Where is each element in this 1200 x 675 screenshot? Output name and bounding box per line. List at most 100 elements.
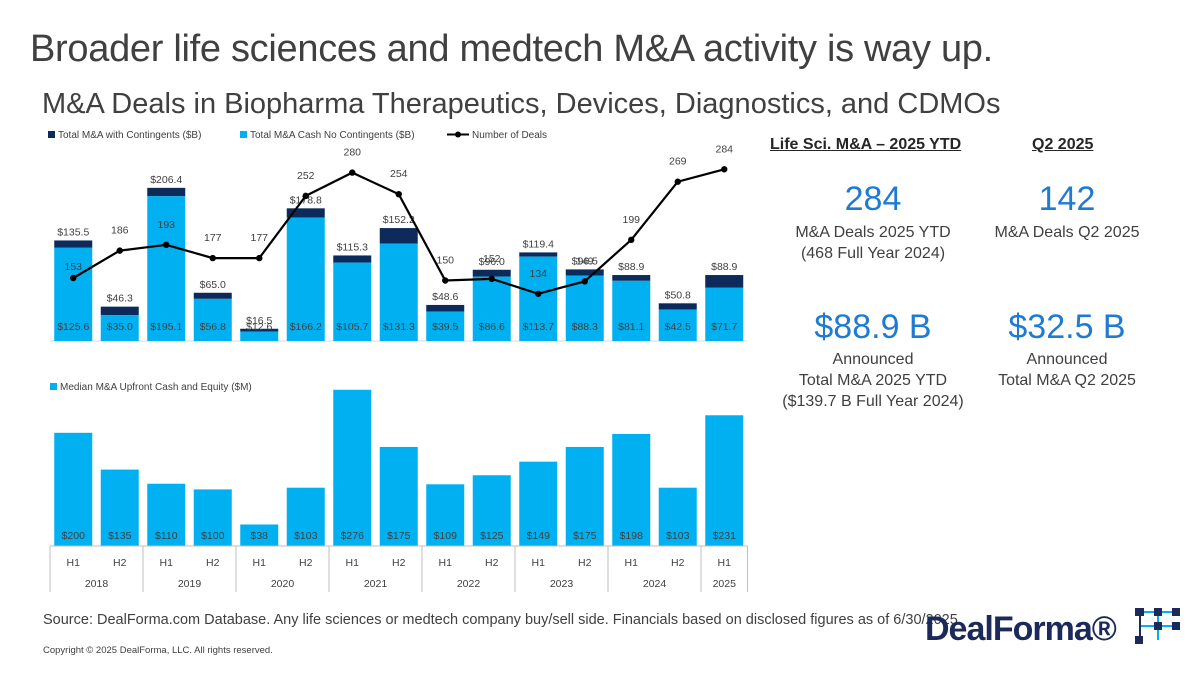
q2-value-desc-line2: Total M&A Q2 2025 — [998, 372, 1136, 389]
ytd-value-desc-line3: ($139.7 B Full Year 2024) — [782, 393, 964, 410]
bar-median-8 — [426, 484, 465, 546]
label-cash-1: $35.0 — [107, 321, 133, 333]
label-median-0: $200 — [62, 530, 86, 542]
label-total-2: $206.4 — [150, 174, 182, 186]
half-label-10: H1 — [532, 557, 546, 569]
half-label-7: H2 — [392, 557, 406, 569]
deals-label-13: 269 — [669, 156, 687, 168]
bar-contingent-9 — [472, 269, 511, 277]
year-label-6: 2024 — [643, 578, 667, 590]
year-label-1: 2019 — [178, 578, 202, 590]
label-cash-8: $39.5 — [432, 321, 458, 333]
label-total-7: $152.2 — [383, 214, 415, 226]
label-total-9: $96.0 — [479, 256, 505, 268]
half-label-14: H1 — [718, 557, 732, 569]
bar-median-10 — [519, 461, 558, 546]
label-cash-0: $125.6 — [57, 321, 89, 333]
deals-point-12 — [628, 236, 635, 244]
label-median-13: $103 — [666, 530, 690, 542]
half-label-13: H2 — [671, 557, 685, 569]
half-label-5: H2 — [299, 557, 313, 569]
label-cash-3: $56.8 — [200, 321, 226, 333]
half-label-8: H1 — [439, 557, 453, 569]
deals-label-0: 153 — [64, 261, 82, 273]
deals-label-7: 254 — [390, 168, 408, 180]
label-cash-4: $12.6 — [246, 321, 272, 333]
label-total-6: $115.3 — [337, 241, 368, 253]
bar-cash-9 — [472, 276, 511, 341]
bar-cash-8 — [426, 311, 465, 341]
deals-point-10 — [535, 290, 542, 297]
label-total-4: $16.5 — [246, 315, 272, 327]
label-median-7: $175 — [387, 530, 411, 542]
bar-cash-4 — [240, 331, 279, 341]
bar-cash-10 — [519, 256, 558, 341]
label-total-10: $119.4 — [523, 238, 554, 250]
bar-median-4 — [240, 524, 279, 546]
deals-label-6: 280 — [343, 147, 361, 159]
label-median-9: $125 — [480, 530, 504, 542]
deals-label-2: 193 — [157, 219, 175, 231]
bar-cash-3 — [193, 298, 232, 341]
bar-contingent-1 — [100, 306, 139, 316]
bar-median-11 — [565, 446, 604, 546]
deals-point-2 — [163, 241, 170, 249]
page-subtitle: M&A Deals in Biopharma Therapeutics, Dev… — [42, 88, 1001, 120]
legend-swatch-1 — [240, 131, 247, 138]
year-label-7: 2025 — [713, 578, 737, 590]
bar-contingent-6 — [333, 255, 372, 263]
label-total-12: $88.9 — [618, 261, 644, 273]
label-cash-6: $105.7 — [336, 321, 368, 333]
bar-contingent-2 — [147, 187, 186, 197]
ytd-deals-desc: M&A Deals 2025 YTD (468 Full Year 2024) — [763, 222, 983, 264]
bar-median-5 — [286, 487, 325, 546]
deals-point-5 — [302, 192, 309, 200]
half-label-12: H1 — [625, 557, 639, 569]
bar-contingent-3 — [193, 292, 232, 299]
year-label-5: 2023 — [550, 578, 574, 590]
deals-point-13 — [674, 178, 681, 185]
q2-value: $32.5 B — [1008, 308, 1126, 346]
bar-cash-2 — [147, 196, 186, 341]
legend-median-swatch — [50, 383, 57, 390]
bar-contingent-11 — [565, 269, 604, 276]
bar-contingent-14 — [705, 275, 744, 288]
bar-median-0 — [54, 432, 93, 546]
label-cash-10: $113.7 — [523, 321, 554, 333]
label-median-2: $110 — [155, 530, 178, 542]
deals-label-11: 149 — [576, 255, 594, 267]
legend-marker-2 — [455, 131, 461, 138]
label-total-3: $65.0 — [200, 279, 226, 291]
deals-label-10: 134 — [529, 268, 547, 280]
bar-median-3 — [193, 489, 232, 546]
ytd-deals-desc-line1: M&A Deals 2025 YTD — [795, 224, 951, 241]
label-median-14: $231 — [713, 530, 737, 542]
deals-label-3: 177 — [204, 232, 222, 244]
year-label-3: 2021 — [364, 578, 388, 590]
q2-deals-desc-line1: M&A Deals Q2 2025 — [994, 224, 1140, 241]
q2-deals-value: 142 — [1038, 180, 1096, 218]
bar-median-14 — [705, 415, 744, 546]
deals-label-5: 252 — [297, 170, 315, 182]
bar-contingent-5 — [286, 208, 325, 218]
label-cash-9: $86.6 — [479, 321, 505, 333]
label-median-10: $149 — [527, 530, 551, 542]
bar-contingent-7 — [379, 228, 418, 244]
deals-point-6 — [349, 169, 356, 176]
legend-swatch-0 — [48, 131, 55, 138]
label-cash-14: $71.7 — [711, 321, 737, 333]
half-label-0: H1 — [67, 557, 81, 569]
ytd-value-desc-line2: Total M&A 2025 YTD — [798, 372, 948, 389]
deals-point-0 — [70, 274, 77, 282]
legend-label-0: Total M&A with Contingents ($B) — [58, 130, 201, 141]
bar-contingent-0 — [54, 240, 93, 248]
deals-label-1: 186 — [111, 225, 129, 237]
bar-contingent-4 — [240, 328, 279, 332]
bar-median-13 — [658, 487, 697, 546]
half-label-1: H2 — [113, 557, 127, 569]
bar-cash-1 — [100, 315, 139, 341]
half-label-2: H1 — [160, 557, 174, 569]
label-total-5: $178.8 — [290, 194, 322, 206]
label-cash-13: $42.5 — [665, 321, 691, 333]
ytd-header: Life Sci. M&A – 2025 YTD — [770, 136, 962, 153]
